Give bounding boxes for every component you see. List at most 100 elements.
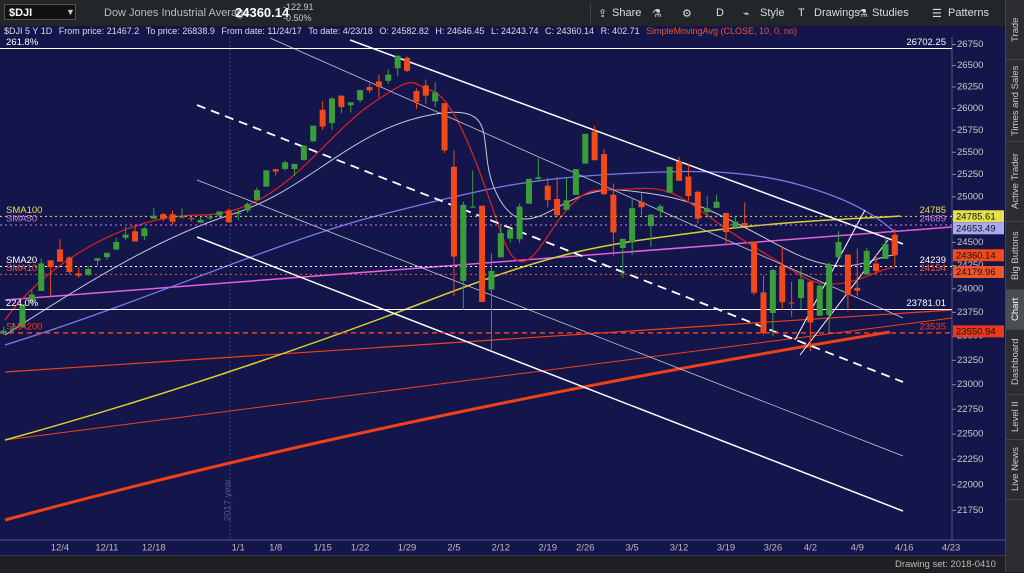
channel-line [269, 37, 904, 319]
price-marker [953, 249, 1004, 262]
price-marker-label: 24653.49 [956, 223, 996, 234]
symbol-dropdown[interactable]: ▼ [66, 7, 75, 17]
level-name: SMA200 [6, 321, 42, 332]
percent-change: -0.50% [283, 13, 312, 23]
candle-body [188, 218, 195, 220]
chart-background [0, 37, 1005, 555]
level-value: 23781.01 [906, 298, 946, 309]
candle-body [347, 102, 354, 106]
info-item: $DJI 5 Y 1D [4, 26, 53, 36]
info-bar: $DJI 5 Y 1D From price: 21467.2 To price… [0, 26, 1005, 37]
studies-icon: ⚗ [858, 8, 868, 20]
candle-body [319, 109, 326, 127]
studies-button[interactable]: Studies [872, 7, 909, 19]
candle-body [300, 145, 307, 161]
candle-body [863, 250, 870, 275]
candle-body [732, 221, 739, 228]
x-tick-label: 4/2 [804, 543, 817, 554]
candle-body [85, 268, 92, 275]
candle-body [882, 243, 889, 259]
trend-line [4, 226, 952, 301]
sidebar-tab[interactable]: Times and Sales [1006, 60, 1024, 142]
candle-body [263, 170, 270, 187]
drawings-button[interactable]: Drawings [814, 7, 860, 19]
toolbar: $DJI ▼ Dow Jones Industrial Average 2436… [0, 0, 1005, 27]
sidebar-tab[interactable]: Active Trader [1006, 142, 1024, 222]
flask-button[interactable]: ⚗ [652, 8, 662, 20]
chart: 2017 year 21750 22000 22250 22500 22750 23000… [0, 37, 1005, 555]
x-tick-label: 1/15 [313, 543, 332, 554]
candle-body [56, 249, 63, 262]
candle-body [854, 287, 861, 291]
candle-body [638, 201, 645, 208]
candle-body [366, 87, 373, 91]
symbol-box[interactable]: $DJI [4, 4, 76, 20]
candle-body [629, 208, 636, 243]
sidebar-tab[interactable]: Trade [1006, 0, 1024, 60]
sidebar-tab[interactable]: Chart [1006, 290, 1024, 330]
channel-line [196, 236, 904, 512]
candle-body [460, 204, 467, 281]
candle-body [216, 211, 223, 216]
style-button[interactable]: Style [760, 7, 785, 19]
candle-body [132, 231, 139, 242]
candle-body [647, 214, 654, 227]
candle-body [657, 206, 664, 211]
candle-body [441, 103, 448, 151]
candle-body [75, 273, 82, 276]
candle-body [244, 203, 251, 211]
info-item: L: 24243.74 [490, 26, 539, 36]
y-tick-label: 25750 [957, 125, 983, 136]
candle-body [272, 169, 279, 172]
study-label[interactable]: SimpleMovingAvg (CLOSE, 10, 0, no) [646, 26, 798, 36]
candle-body [291, 163, 298, 170]
x-tick-label: 1/1 [232, 543, 245, 554]
sma200-line [4, 330, 891, 522]
y-tick-label: 23250 [957, 355, 983, 366]
candle-body [235, 212, 242, 215]
candle-body [469, 206, 476, 208]
candle-body [601, 154, 608, 195]
level-name: SMA10 [6, 263, 37, 274]
sma50-line [4, 170, 896, 346]
y-tick-label: 24500 [957, 237, 983, 248]
candle-body [394, 55, 401, 69]
level-value: 23535 [920, 321, 946, 332]
candle-body [591, 131, 598, 161]
candle-body [807, 281, 814, 323]
trend-line [4, 317, 952, 441]
candle-body [779, 265, 786, 303]
candle-body [141, 228, 148, 237]
sidebar-tab[interactable]: Big Buttons [1006, 222, 1024, 290]
sidebar-tab[interactable]: Dashboard [1006, 330, 1024, 395]
info-item: To date: 4/23/18 [308, 26, 373, 36]
settings-button[interactable]: ⚙ [682, 8, 692, 20]
x-tick-label: 1/22 [351, 543, 370, 554]
share-button[interactable]: Share [612, 7, 642, 19]
sidebar-tab[interactable]: Live News [1006, 440, 1024, 500]
sidebar-tab[interactable]: Level II [1006, 395, 1024, 440]
x-tick-label: 1/8 [269, 543, 282, 554]
sidebar: Trade Times and Sales Active Trader Big … [1005, 0, 1024, 572]
patterns-button[interactable]: Patterns [948, 7, 989, 19]
x-tick-label: 12/18 [142, 543, 166, 554]
candle-body [563, 200, 570, 210]
level-name: 224.0% [6, 298, 39, 309]
candle-body [619, 238, 626, 248]
candle-body [160, 214, 167, 220]
candle-body [10, 328, 17, 330]
x-tick-label: 3/26 [764, 543, 783, 554]
drawings-icon: T [798, 7, 805, 19]
info-item: O: 24582.82 [379, 26, 429, 36]
candle-body [28, 294, 35, 302]
drawing-set[interactable]: Drawing set: 2018-0410 [895, 559, 996, 570]
info-item: C: 24360.14 [545, 26, 595, 36]
info-item: To price: 26838.9 [145, 26, 215, 36]
level-name: SMA20 [6, 255, 37, 266]
aggregation-button[interactable]: D [716, 7, 724, 19]
candle-body [798, 279, 804, 299]
x-tick-label: 1/29 [398, 543, 417, 554]
candle-body [497, 233, 504, 258]
y-tick-label: 26000 [957, 103, 983, 114]
x-tick-label: 3/19 [717, 543, 736, 554]
